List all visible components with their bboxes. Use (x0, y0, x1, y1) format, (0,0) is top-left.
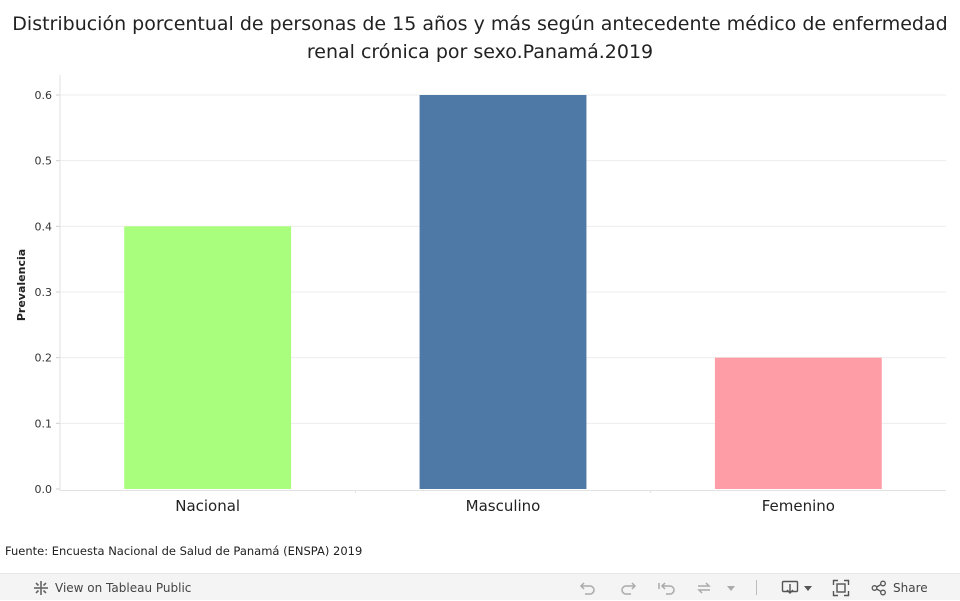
fullscreen-button[interactable] (832, 574, 850, 601)
fullscreen-icon (832, 579, 850, 597)
chevron-down-icon (803, 583, 813, 593)
y-tick-label: 0.5 (35, 155, 53, 168)
refresh-menu-button[interactable] (726, 574, 736, 601)
share-button[interactable]: Share (871, 574, 928, 601)
bar-femenino[interactable] (714, 357, 882, 489)
x-tick-label: Nacional (175, 497, 240, 515)
tableau-icon (33, 580, 49, 596)
chart-title: Distribución porcentual de personas de 1… (12, 13, 948, 63)
tableau-toolbar: View on Tableau Public (0, 573, 960, 600)
y-tick-label: 0.3 (35, 286, 53, 299)
chevron-down-icon (726, 583, 736, 593)
x-tick-label: Femenino (762, 497, 835, 515)
y-tick-label: 0.2 (35, 352, 53, 365)
y-tick-label: 0.6 (35, 89, 53, 102)
view-on-tableau-button[interactable]: View on Tableau Public (33, 574, 191, 601)
view-on-tableau-label: View on Tableau Public (55, 580, 192, 595)
refresh-button[interactable] (695, 574, 713, 601)
y-tick-label: 0.1 (35, 417, 53, 430)
undo-icon (579, 580, 597, 596)
redo-icon (619, 580, 637, 596)
revert-icon (657, 580, 677, 596)
bar-chart: 0.0 0.1 0.2 0.3 0.4 0.5 0.6 Nacional Masculino Fe… (15, 75, 946, 515)
bar-masculino[interactable] (419, 95, 587, 489)
x-tick-label: Masculino (466, 497, 541, 515)
download-button[interactable] (781, 574, 813, 601)
share-label: Share (893, 580, 928, 595)
share-icon (871, 580, 887, 596)
refresh-icon (695, 580, 713, 596)
bar-nacional[interactable] (124, 226, 292, 490)
axes: 0.0 0.1 0.2 0.3 0.4 0.5 0.6 Nacional Masculino Fe… (35, 75, 946, 515)
undo-button[interactable] (579, 574, 597, 601)
download-icon (781, 580, 801, 596)
bars (124, 95, 882, 490)
source-note: Fuente: Encuesta Nacional de Salud de Pa… (5, 544, 363, 558)
y-tick-label: 0.0 (35, 483, 53, 496)
toolbar-divider (756, 580, 757, 595)
y-tick-label: 0.4 (35, 220, 53, 233)
y-axis-label: Prevalencia (15, 249, 28, 321)
redo-button[interactable] (619, 574, 637, 601)
revert-button[interactable] (657, 574, 677, 601)
